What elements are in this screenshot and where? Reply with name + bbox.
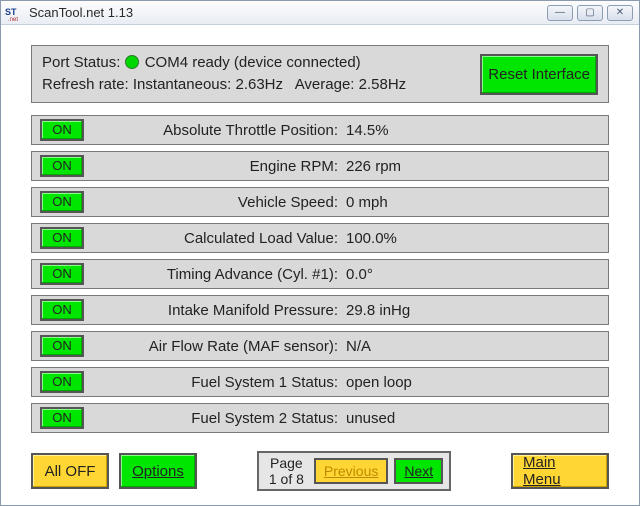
options-label: Options [132,463,184,480]
instantaneous-value: 2.63Hz [235,76,283,93]
all-off-label: All OFF [45,463,96,480]
port-status-line: Port Status: COM4 ready (device connecte… [42,52,480,74]
sensor-on-button[interactable]: ON [40,299,84,321]
reset-interface-button[interactable]: Reset Interface [480,54,598,95]
instantaneous-label: Instantaneous: [133,76,231,93]
sensor-value: N/A [342,338,600,355]
sensor-label: Absolute Throttle Position: [84,122,342,139]
main-menu-button[interactable]: Main Menu [511,453,609,489]
next-button[interactable]: Next [394,458,443,484]
app-icon: S T .net [5,5,23,21]
all-off-button[interactable]: All OFF [31,453,109,489]
content-area: Port Status: COM4 ready (device connecte… [1,25,639,505]
connection-dot-icon [125,55,139,69]
sensor-label: Calculated Load Value: [84,230,342,247]
port-status-text: COM4 ready (device connected) [145,54,361,71]
sensor-label: Intake Manifold Pressure: [84,302,342,319]
sensor-value: 100.0% [342,230,600,247]
refresh-rate-line: Refresh rate: Instantaneous: 2.63Hz Aver… [42,74,480,96]
sensor-label: Fuel System 2 Status: [84,410,342,427]
sensor-row: ONVehicle Speed:0 mph [31,187,609,217]
sensor-label: Engine RPM: [84,158,342,175]
close-button[interactable]: ✕ [607,5,633,21]
sensor-on-button[interactable]: ON [40,227,84,249]
titlebar: S T .net ScanTool.net 1.13 — ▢ ✕ [1,1,639,25]
status-panel: Port Status: COM4 ready (device connecte… [31,45,609,103]
sensor-on-button[interactable]: ON [40,119,84,141]
sensor-value: 226 rpm [342,158,600,175]
window-title: ScanTool.net 1.13 [29,5,547,20]
page-box: Page 1 of 8 Previous Next [257,451,451,491]
sensor-label: Air Flow Rate (MAF sensor): [84,338,342,355]
main-menu-label: Main Menu [523,454,597,488]
sensor-on-button[interactable]: ON [40,371,84,393]
sensor-on-button[interactable]: ON [40,335,84,357]
sensor-row: ONTiming Advance (Cyl. #1):0.0° [31,259,609,289]
svg-text:.net: .net [8,17,18,21]
sensor-label: Timing Advance (Cyl. #1): [84,266,342,283]
sensor-on-button[interactable]: ON [40,263,84,285]
sensor-row: ONFuel System 2 Status:unused [31,403,609,433]
port-status-label: Port Status: [42,54,120,71]
sensor-row: ONEngine RPM:226 rpm [31,151,609,181]
next-label: Next [404,463,433,479]
sensor-value: 29.8 inHg [342,302,600,319]
refresh-label: Refresh rate: [42,76,129,93]
sensor-row: ONIntake Manifold Pressure:29.8 inHg [31,295,609,325]
status-lines: Port Status: COM4 ready (device connecte… [42,52,480,96]
previous-label: Previous [324,463,378,479]
sensor-row: ONAbsolute Throttle Position:14.5% [31,115,609,145]
page-word: Page [269,455,304,471]
sensor-value: 0.0° [342,266,600,283]
sensor-value: 0 mph [342,194,600,211]
sensor-label: Fuel System 1 Status: [84,374,342,391]
sensor-row: ONAir Flow Rate (MAF sensor):N/A [31,331,609,361]
page-number: 1 of 8 [269,471,304,487]
sensor-rows: ONAbsolute Throttle Position:14.5%ONEngi… [31,115,609,433]
average-label: Average: [295,76,355,93]
sensor-on-button[interactable]: ON [40,407,84,429]
sensor-on-button[interactable]: ON [40,155,84,177]
previous-button[interactable]: Previous [314,458,388,484]
sensor-value: open loop [342,374,600,391]
page-indicator: Page 1 of 8 [265,455,308,487]
bottom-bar: All OFF Options Page 1 of 8 Previous Nex… [31,445,609,491]
minimize-button[interactable]: — [547,5,573,21]
options-button[interactable]: Options [119,453,197,489]
sensor-on-button[interactable]: ON [40,191,84,213]
sensor-row: ONCalculated Load Value:100.0% [31,223,609,253]
maximize-button[interactable]: ▢ [577,5,603,21]
svg-text:T: T [11,7,17,17]
sensor-value: unused [342,410,600,427]
average-value: 2.58Hz [359,76,407,93]
window-controls: — ▢ ✕ [547,5,633,21]
sensor-label: Vehicle Speed: [84,194,342,211]
sensor-value: 14.5% [342,122,600,139]
sensor-row: ONFuel System 1 Status:open loop [31,367,609,397]
app-window: S T .net ScanTool.net 1.13 — ▢ ✕ Port St… [0,0,640,506]
